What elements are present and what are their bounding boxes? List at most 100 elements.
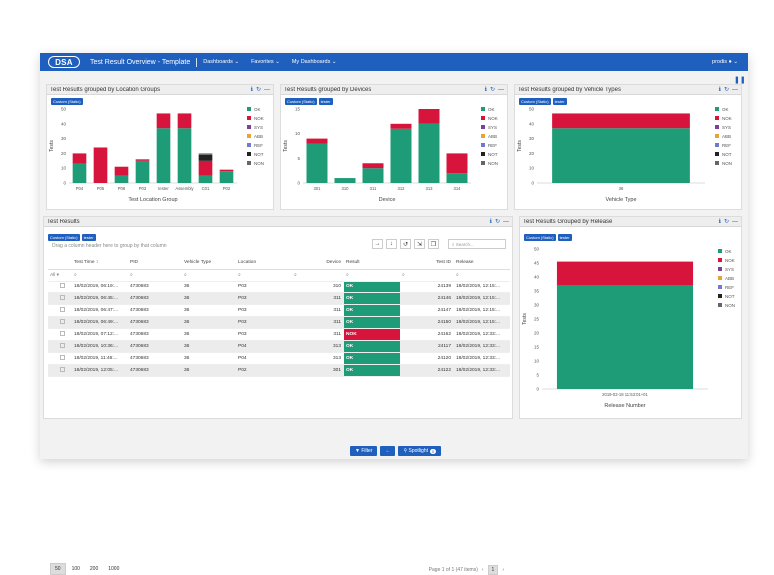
filter-cell[interactable]: ⌕ [400,269,454,282]
row-checkbox-cell[interactable] [48,304,72,318]
row-checkbox[interactable] [60,354,65,360]
legend-label[interactable]: NOK [725,258,735,263]
legend-label[interactable]: OK [725,249,732,254]
filter-cell[interactable]: ⌕ [344,269,400,282]
menu-my-dashboards[interactable]: My Dashboards ⌄ [292,59,337,65]
filter-cell[interactable]: ⌕ [236,269,292,282]
table-row[interactable]: 18/02/2019, 10:36:... 4730683 36 P04 313 OK 24… [48,340,510,353]
row-checkbox[interactable] [60,283,65,289]
export-icon[interactable]: ⇲ [414,239,425,249]
legend-label[interactable]: OK [488,107,495,112]
minimize-icon[interactable]: — [732,86,738,93]
page-size-100[interactable]: 100 [71,566,80,572]
bar-ok[interactable] [390,128,412,183]
filter-all-select[interactable]: All ▾ [48,269,72,282]
layout-columns-icon[interactable]: ❚❚ [734,77,746,84]
table-row[interactable]: 18/02/2019, 11:46:... 4730683 36 P04 313 OK 24… [48,352,510,365]
row-checkbox[interactable] [60,319,65,325]
filter-cell[interactable]: ⌕ [454,269,510,282]
copy-icon[interactable]: ❐ [428,239,439,249]
prev-page-icon[interactable]: ‹ [481,567,484,573]
bar-nok[interactable] [306,138,328,144]
legend-label[interactable]: OK [722,107,729,112]
bar-nok[interactable] [177,113,192,129]
bar-nok[interactable] [446,153,468,174]
legend-label[interactable]: ABB [488,134,497,139]
row-checkbox-cell[interactable] [48,364,72,377]
filter-cell[interactable]: ⌕ [72,269,128,282]
bar-ok[interactable] [334,178,356,183]
col-pid[interactable]: PID [128,257,182,270]
legend-label[interactable]: SYS [725,267,734,272]
legend-label[interactable]: NOT [488,152,498,157]
tag-tester[interactable]: tester [318,98,333,105]
table-row[interactable]: 18/02/2019, 07:12:... 4730683 36 P03 311 NOK 2… [48,328,510,341]
legend-label[interactable]: NON [488,161,498,166]
minimize-icon[interactable]: — [732,218,738,225]
page-size-1000[interactable]: 1000 [108,566,120,572]
filter-cell[interactable]: ⌕ [292,269,344,282]
info-icon[interactable]: ℹ [484,86,487,93]
minimize-icon[interactable]: — [264,86,270,93]
group-by-hint[interactable]: Drag a column header here to group by th… [52,243,167,249]
menu-dashboards[interactable]: Dashboards ⌄ [203,59,239,65]
bar-ok[interactable] [552,128,690,183]
tag-custom-static[interactable]: Custom (Static) [285,98,317,105]
next-page-icon[interactable]: › [502,567,504,573]
col-test-id[interactable]: Test ID [400,257,454,270]
bar-ok[interactable] [418,123,440,183]
refresh-icon[interactable]: ↻ [255,86,261,93]
row-checkbox-cell[interactable] [48,292,72,306]
tag-tester[interactable]: tester [81,234,96,241]
legend-label[interactable]: NOT [725,294,735,299]
filter-cell[interactable]: ⌕ [128,269,182,282]
legend-label[interactable]: NOK [488,116,498,121]
info-icon[interactable]: ℹ [250,86,253,93]
refresh-icon[interactable]: ↻ [489,86,495,93]
undo-icon[interactable]: ↺ [400,239,411,249]
search-input[interactable]: ⌕ Search... [448,239,506,249]
row-checkbox-cell[interactable] [48,316,72,330]
page-size-200[interactable]: 200 [89,566,99,572]
refresh-icon[interactable]: ↻ [723,218,729,225]
legend-label[interactable]: REF [254,143,263,148]
row-checkbox[interactable] [60,307,65,313]
col-test-time[interactable]: Test Time ↕ [72,257,128,270]
bar-nok[interactable] [362,163,384,169]
menu-favorites[interactable]: Favorites ⌄ [251,59,280,65]
bar-nok[interactable] [219,169,234,172]
arrow-down-icon[interactable]: ↓ [386,239,397,249]
info-icon[interactable]: ℹ [718,218,721,225]
bar-ok[interactable] [177,128,192,183]
legend-label[interactable]: NON [254,161,264,166]
row-checkbox-cell[interactable] [48,281,72,294]
legend-label[interactable]: ABB [722,134,731,139]
back-button[interactable]: ← [380,446,396,456]
row-checkbox-cell[interactable] [48,340,72,353]
bar-ok[interactable] [219,171,234,183]
legend-label[interactable]: REF [488,143,497,148]
minimize-icon[interactable]: — [498,86,504,93]
legend-label[interactable]: SYS [254,125,263,130]
page-size-50[interactable]: 50 [50,563,66,575]
legend-label[interactable]: NON [722,161,732,166]
tag-custom-static[interactable]: Custom (Static) [524,234,556,241]
bar-non[interactable] [198,153,213,155]
legend-label[interactable]: NOK [722,116,732,121]
spotlight-button[interactable]: ⚲ Spotlight 0 [398,446,442,456]
bar-nok[interactable] [156,113,171,129]
col-location[interactable]: Location [236,257,292,270]
table-row[interactable]: 18/02/2019, 06:19:... 4730683 36 P03 310 OK 24… [48,281,510,294]
dsa-logo[interactable]: DSA [48,56,80,68]
info-icon[interactable]: ℹ [718,86,721,93]
bar-ok[interactable] [156,128,171,183]
sort-icon[interactable]: ↕ [95,260,99,266]
legend-label[interactable]: NOT [254,152,264,157]
bar-nok[interactable] [390,123,412,129]
legend-label[interactable]: NOK [254,116,264,121]
bar-ok[interactable] [446,173,468,183]
tag-custom-static[interactable]: Custom (Static) [519,98,551,105]
filter-cell[interactable]: ⌕ [182,269,236,282]
row-checkbox-cell[interactable] [48,352,72,365]
table-row[interactable]: 18/02/2019, 06:45:... 4730683 36 P03 311 OK 24… [48,292,510,306]
